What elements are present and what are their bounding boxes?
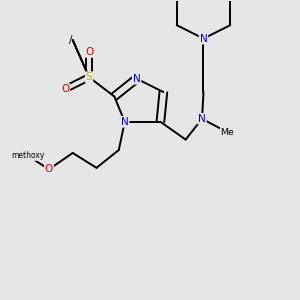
Text: O: O: [85, 47, 93, 57]
Text: Me: Me: [220, 128, 234, 137]
Text: N: N: [198, 114, 206, 124]
Text: O: O: [61, 84, 69, 94]
Text: N: N: [121, 117, 129, 127]
Text: methoxy: methoxy: [11, 152, 45, 160]
Text: N: N: [133, 74, 140, 84]
Text: O: O: [45, 164, 53, 174]
Text: N: N: [200, 34, 207, 44]
Text: S: S: [86, 72, 92, 82]
Text: /: /: [69, 35, 76, 45]
